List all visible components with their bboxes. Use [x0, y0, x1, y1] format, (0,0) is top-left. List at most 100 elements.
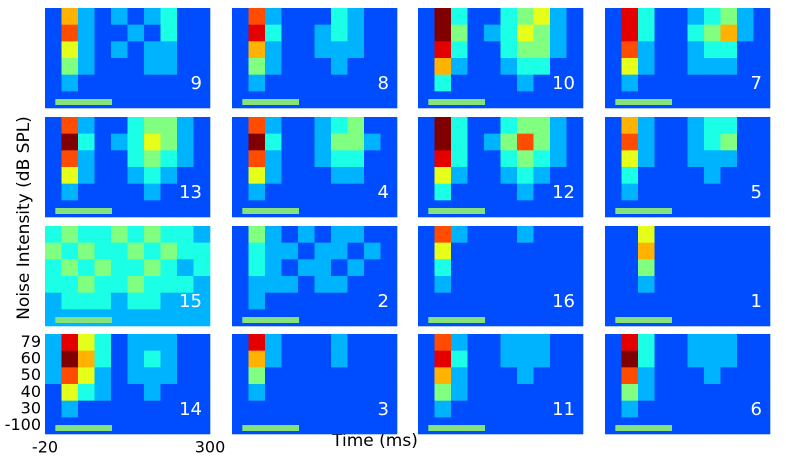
- heatmap-cell: [298, 276, 315, 293]
- heatmap-cell: [621, 183, 639, 201]
- heatmap-cell: [704, 133, 721, 151]
- heatmap-cell: [753, 309, 771, 327]
- heatmap-cell: [265, 117, 282, 134]
- heatmap-cell: [144, 334, 161, 351]
- heatmap-cell: [753, 24, 771, 42]
- heatmap-cell: [517, 242, 534, 260]
- heatmap-cell: [737, 117, 754, 134]
- heatmap-cell: [144, 24, 161, 42]
- heatmap-cell: [671, 8, 688, 25]
- heatmap-cell: [78, 276, 95, 293]
- heatmap-cell: [248, 24, 266, 42]
- heatmap-cell: [451, 384, 468, 401]
- heatmap-cell: [78, 384, 95, 401]
- heatmap-cell: [517, 58, 534, 75]
- heatmap-cell: [127, 334, 145, 351]
- heatmap-cell: [550, 133, 567, 151]
- heatmap-cell: [720, 117, 738, 134]
- heatmap-cell: [605, 8, 622, 25]
- heatmap-cell: [380, 276, 398, 293]
- heatmap-cell: [687, 350, 705, 368]
- heatmap-cell: [193, 74, 211, 92]
- heatmap-cell: [484, 242, 501, 260]
- heatmap-cell: [248, 133, 266, 151]
- heatmap-cell: [347, 226, 365, 243]
- heatmap-cell: [704, 117, 721, 134]
- heatmap-cell: [314, 384, 332, 401]
- heatmap-cell: [737, 309, 754, 327]
- heatmap-cell: [61, 334, 79, 351]
- heatmap-cell: [94, 58, 112, 75]
- heatmap-cell: [484, 150, 501, 168]
- heatmap-cell: [298, 74, 315, 92]
- heatmap-cell: [248, 334, 266, 351]
- heatmap-cell: [566, 309, 584, 327]
- heatmap-cell: [314, 367, 332, 385]
- heatmap-cell: [605, 41, 622, 59]
- panel-label: 7: [751, 73, 762, 94]
- heatmap-cell: [467, 334, 485, 351]
- heatmap-cell: [78, 400, 95, 418]
- heatmap-cell: [654, 226, 672, 243]
- heatmap-cell: [533, 367, 551, 385]
- heatmap-cell: [380, 417, 398, 435]
- heatmap-cell: [127, 417, 145, 435]
- heatmap-cell: [347, 133, 365, 151]
- heatmap-cell: [144, 8, 161, 25]
- heatmap-cell: [418, 133, 435, 151]
- heatmap-cell: [94, 150, 112, 168]
- heatmap-cell: [144, 400, 161, 418]
- heatmap-cell: [111, 183, 128, 201]
- heatmap-cell: [298, 226, 315, 243]
- heatmap-cell: [638, 350, 655, 368]
- heatmap-cell: [193, 384, 211, 401]
- heatmap-cell: [517, 350, 534, 368]
- heatmap-cell: [78, 133, 95, 151]
- heatmap-cell: [193, 91, 211, 109]
- heatmap-cell: [144, 417, 161, 435]
- panel-label: 6: [751, 399, 762, 420]
- heatmap-cell: [484, 41, 501, 59]
- heatmap-cell: [654, 259, 672, 277]
- stimulus-bar: [615, 208, 673, 214]
- heatmap-cell: [753, 74, 771, 92]
- heatmap-cell: [111, 384, 128, 401]
- heatmap-cell: [605, 58, 622, 75]
- heatmap-cell: [638, 334, 655, 351]
- heatmap-cell: [78, 167, 95, 184]
- heatmap-cell: [298, 384, 315, 401]
- heatmap-cell: [331, 259, 348, 277]
- heatmap-cell: [298, 309, 315, 327]
- heatmap-cell: [127, 117, 145, 134]
- heatmap-cell: [347, 367, 365, 385]
- heatmap-cell: [753, 417, 771, 435]
- heatmap-cell: [500, 167, 518, 184]
- heatmap-cell: [193, 350, 211, 368]
- heatmap-cell: [671, 91, 688, 109]
- heatmap-cell: [160, 226, 178, 243]
- heatmap-cell: [160, 117, 178, 134]
- heatmap-cell: [45, 276, 62, 293]
- heatmap-cell: [281, 276, 299, 293]
- heatmap-cell: [94, 167, 112, 184]
- heatmap-cell: [232, 117, 249, 134]
- heatmap-cell: [704, 242, 721, 260]
- heatmap-cell: [127, 200, 145, 218]
- heatmap-cell: [533, 350, 551, 368]
- heatmap-cell: [720, 8, 738, 25]
- heatmap-cell: [566, 183, 584, 201]
- heatmap-cell: [704, 183, 721, 201]
- heatmap-cell: [298, 150, 315, 168]
- heatmap-cell: [78, 242, 95, 260]
- heatmap-cell: [687, 167, 705, 184]
- heatmap-cell: [753, 400, 771, 418]
- heatmap-cell: [467, 133, 485, 151]
- heatmap-cell: [654, 74, 672, 92]
- heatmap-cell: [347, 400, 365, 418]
- heatmap-cell: [484, 91, 501, 109]
- heatmap-cell: [111, 200, 128, 218]
- heatmap-cell: [380, 200, 398, 218]
- heatmap-cell: [177, 58, 194, 75]
- heatmap-cell: [45, 384, 62, 401]
- heatmap-cell: [704, 150, 721, 168]
